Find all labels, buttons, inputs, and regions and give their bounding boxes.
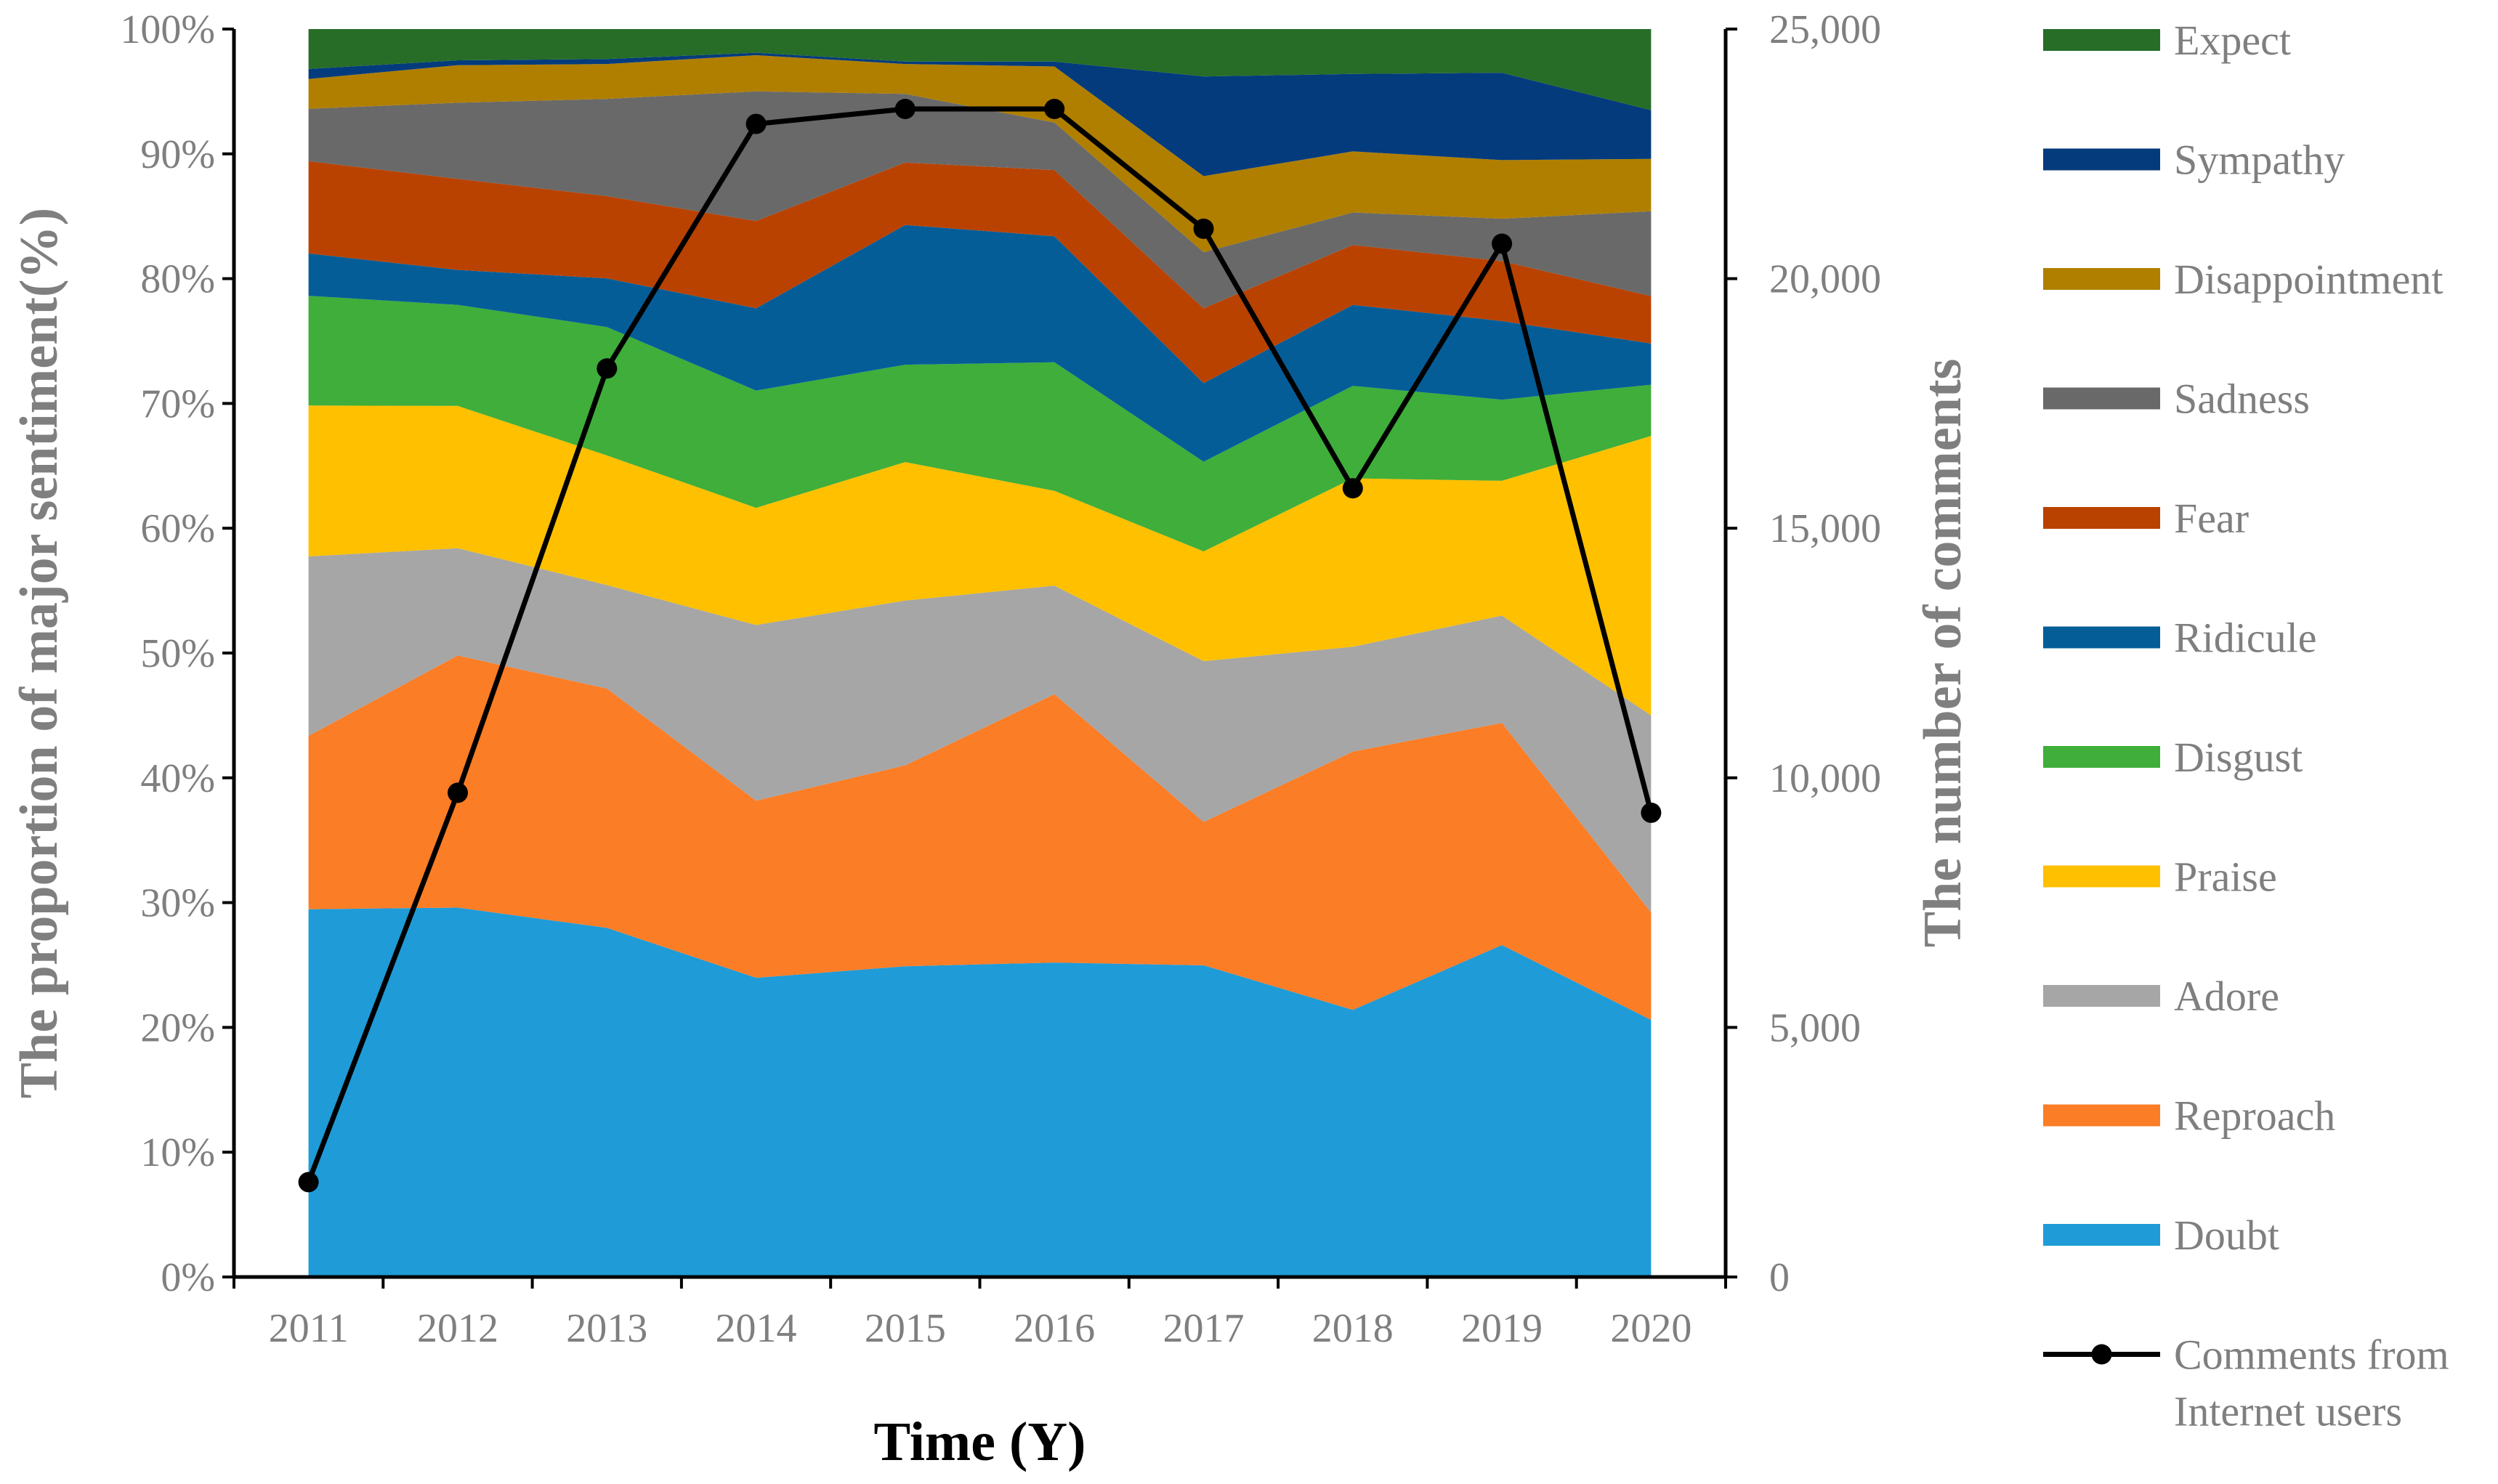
x-tick-label: 2012 bbox=[417, 1306, 498, 1351]
x-tick-label: 2016 bbox=[1014, 1306, 1095, 1351]
y-right-tick-label: 0 bbox=[1769, 1255, 1790, 1300]
y-right-tick-label: 20,000 bbox=[1769, 257, 1881, 302]
legend-item-sadness: Sadness bbox=[2043, 376, 2310, 423]
legend-item-disgust: Disgust bbox=[2043, 734, 2303, 781]
comments-point-2011 bbox=[298, 1172, 319, 1193]
x-tick-label: 2017 bbox=[1163, 1306, 1244, 1351]
legend-item-adore: Adore bbox=[2043, 973, 2279, 1020]
legend-label-disgust: Disgust bbox=[2174, 734, 2303, 781]
y-left-tick-label: 100% bbox=[120, 7, 215, 52]
y-left-tick-label: 0% bbox=[161, 1255, 215, 1300]
y-left-tick-label: 80% bbox=[140, 257, 215, 302]
legend-swatch-sadness bbox=[2043, 387, 2160, 410]
legend-item-doubt: Doubt bbox=[2043, 1212, 2279, 1259]
legend-label-praise: Praise bbox=[2174, 853, 2277, 901]
y-left-tick-label: 50% bbox=[140, 631, 215, 676]
area-expect bbox=[308, 29, 1652, 110]
legend-item-expect: Expect bbox=[2043, 17, 2291, 64]
comments-point-2016 bbox=[1044, 99, 1065, 119]
y-right-tick-label: 10,000 bbox=[1769, 756, 1881, 801]
legend-label-sadness: Sadness bbox=[2174, 376, 2310, 423]
legend-swatch-disappointment bbox=[2043, 268, 2160, 290]
legend-label-disappointment: Disappointment bbox=[2174, 256, 2444, 303]
legend-swatch-fear bbox=[2043, 507, 2160, 529]
x-tick-label: 2014 bbox=[716, 1306, 797, 1351]
legend-label-sympathy: Sympathy bbox=[2174, 137, 2345, 184]
comments-point-2013 bbox=[597, 358, 618, 379]
comments-line bbox=[306, 106, 1654, 1183]
legend-swatch-ridicule bbox=[2043, 626, 2160, 649]
x-tick-label: 2020 bbox=[1610, 1306, 1691, 1351]
legend: Expect Sympathy Disappointment Sadness Fear R… bbox=[2043, 17, 2449, 1435]
area-sadness bbox=[308, 91, 1652, 309]
y-right-tick-label: 5,000 bbox=[1769, 1005, 1861, 1050]
y-left-tick-label: 30% bbox=[140, 881, 215, 926]
x-axis-title: Time (Y) bbox=[874, 1411, 1086, 1472]
stacked-area-layer bbox=[308, 29, 1652, 1277]
legend-item-fear: Fear bbox=[2043, 495, 2249, 542]
legend-swatch-expect bbox=[2043, 29, 2160, 51]
y-left-tick-label: 20% bbox=[140, 1005, 215, 1050]
legend-swatch-adore bbox=[2043, 985, 2160, 1007]
y-left-tick-label: 60% bbox=[140, 506, 215, 551]
y-right-tick-label: 25,000 bbox=[1769, 7, 1881, 52]
legend-swatch-sympathy bbox=[2043, 148, 2160, 171]
comments-point-2014 bbox=[745, 113, 767, 134]
legend-label-adore: Adore bbox=[2174, 973, 2279, 1020]
area-ridicule bbox=[308, 224, 1652, 462]
y-left-tick-label: 70% bbox=[140, 381, 215, 426]
comments-point-2018 bbox=[1342, 478, 1363, 499]
area-adore bbox=[308, 548, 1652, 913]
area-doubt bbox=[308, 907, 1652, 1277]
legend-swatch-praise bbox=[2043, 865, 2160, 888]
comments-line-layer bbox=[298, 99, 1662, 1193]
y-left-tick-label: 10% bbox=[140, 1130, 215, 1175]
y-right-tick-label: 15,000 bbox=[1769, 506, 1881, 551]
x-tick-label: 2015 bbox=[865, 1306, 946, 1351]
axes: 0% 10% 20% 30% 40% 50% 60% 70% 80% 90% 100% 0 5,000 1… bbox=[120, 7, 1881, 1351]
area-fear bbox=[308, 161, 1652, 384]
legend-label-comments-line-1: Comments from bbox=[2174, 1331, 2449, 1379]
area-sympathy bbox=[308, 52, 1652, 177]
y-axis-left-title: The proportion of major sentiment(%) bbox=[9, 208, 69, 1098]
area-praise bbox=[308, 405, 1652, 715]
legend-item-reproach: Reproach bbox=[2043, 1092, 2335, 1140]
x-tick-label: 2013 bbox=[566, 1306, 647, 1351]
legend-item-praise: Praise bbox=[2043, 853, 2277, 901]
area-reproach bbox=[308, 655, 1652, 1021]
legend-label-fear: Fear bbox=[2174, 495, 2249, 542]
legend-label-ridicule: Ridicule bbox=[2174, 615, 2317, 662]
comments-point-2017 bbox=[1193, 218, 1214, 239]
legend-item-comments: Comments from Internet users bbox=[2043, 1331, 2449, 1435]
x-tick-label: 2018 bbox=[1312, 1306, 1394, 1351]
legend-label-doubt: Doubt bbox=[2174, 1212, 2279, 1259]
comments-point-2015 bbox=[894, 99, 915, 119]
legend-swatch-doubt bbox=[2043, 1224, 2160, 1246]
comments-point-2020 bbox=[1641, 802, 1662, 823]
area-disappointment bbox=[308, 55, 1652, 253]
legend-item-disappointment: Disappointment bbox=[2043, 256, 2444, 303]
legend-swatch-reproach bbox=[2043, 1104, 2160, 1127]
y-axis-right-title: The number of comments bbox=[1913, 359, 1973, 948]
comments-point-2019 bbox=[1492, 233, 1513, 254]
y-left-tick-label: 40% bbox=[140, 756, 215, 801]
legend-swatch-comments-marker bbox=[2091, 1344, 2112, 1365]
y-left-tick-label: 90% bbox=[140, 132, 215, 177]
legend-label-expect: Expect bbox=[2174, 17, 2291, 64]
legend-label-reproach: Reproach bbox=[2174, 1092, 2335, 1140]
legend-item-sympathy: Sympathy bbox=[2043, 137, 2345, 184]
comments-point-2012 bbox=[448, 782, 468, 803]
area-disgust bbox=[308, 296, 1652, 552]
x-tick-label: 2011 bbox=[269, 1306, 349, 1351]
legend-item-ridicule: Ridicule bbox=[2043, 615, 2317, 662]
legend-swatch-disgust bbox=[2043, 746, 2160, 768]
x-tick-label: 2019 bbox=[1461, 1306, 1543, 1351]
legend-label-comments-line-2: Internet users bbox=[2174, 1388, 2402, 1435]
